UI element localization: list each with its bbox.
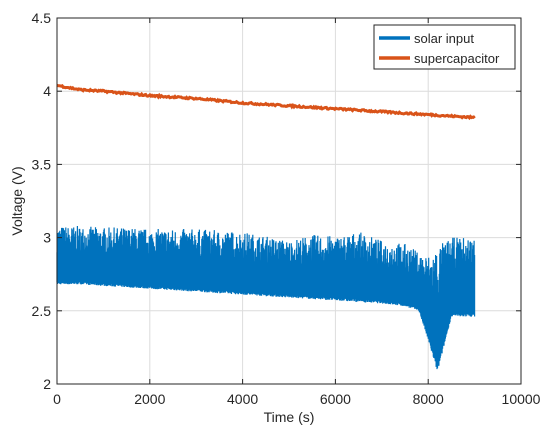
legend-label-solar-input: solar input	[414, 31, 474, 46]
y-tick-label: 2	[43, 376, 51, 392]
x-tick-label: 4000	[227, 391, 258, 407]
series-supercapacitor	[56, 83, 476, 121]
x-tick-label: 0	[53, 391, 61, 407]
legend-label-supercapacitor: supercapacitor	[414, 51, 500, 66]
y-tick-label: 4.5	[32, 10, 52, 26]
x-tick-label: 8000	[413, 391, 444, 407]
plot-background	[57, 18, 521, 384]
legend: solar input supercapacitor	[373, 24, 516, 70]
y-tick-label: 4	[43, 83, 51, 99]
plot-frame	[56, 17, 522, 385]
y-tick-label: 3	[43, 230, 51, 246]
series-solar-input	[56, 225, 476, 370]
x-tick-label: 2000	[134, 391, 165, 407]
x-tick-label: 6000	[320, 391, 351, 407]
y-tick-label: 2.5	[32, 303, 52, 319]
x-axis-label: Time (s)	[264, 409, 315, 425]
y-axis-label: Voltage (V)	[9, 166, 25, 235]
legend-box	[373, 24, 516, 70]
y-tick-label: 3.5	[32, 156, 52, 172]
series-layer	[56, 83, 476, 370]
tick-layer: 0 2000 4000 6000 8000 10000 2 2.5 3 3.5 4 4.5	[32, 10, 541, 407]
x-tick-label: 10000	[502, 391, 541, 407]
